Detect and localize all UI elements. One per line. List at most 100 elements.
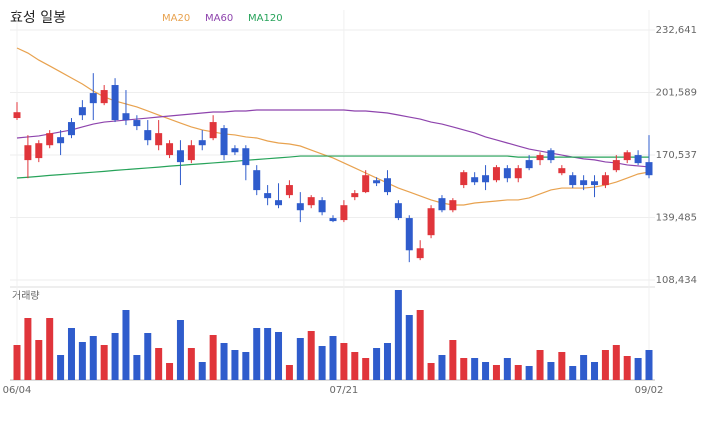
chart-title: 효성 일봉 xyxy=(10,10,66,26)
candle-body xyxy=(351,193,359,198)
volume-bar xyxy=(67,328,75,380)
volume-bar xyxy=(460,358,468,380)
candle-body xyxy=(176,150,184,163)
volume-bar xyxy=(187,348,195,380)
volume-bar xyxy=(471,358,479,380)
volume-bar xyxy=(405,315,413,380)
ma-line xyxy=(16,47,650,206)
candle-body xyxy=(296,203,304,211)
candle-body xyxy=(558,168,566,174)
candle-body xyxy=(187,145,195,161)
volume-bar xyxy=(144,333,152,380)
volume-bar xyxy=(89,336,97,380)
y-tick-label: 201,589 xyxy=(656,88,697,99)
candle-body xyxy=(383,178,391,193)
candle-body xyxy=(35,143,43,159)
y-tick-label: 108,434 xyxy=(656,275,697,286)
candle-body xyxy=(46,133,54,146)
candle-body xyxy=(492,167,500,181)
volume-bar xyxy=(536,350,544,380)
volume-bar xyxy=(492,365,500,380)
volume-bar xyxy=(264,328,272,380)
ma-line xyxy=(16,109,650,168)
candle-body xyxy=(318,200,326,213)
volume-bar xyxy=(427,363,435,380)
candle-body xyxy=(13,112,21,119)
candle-body xyxy=(253,170,261,191)
candle-body xyxy=(307,197,315,206)
candle-body xyxy=(427,208,435,236)
volume-bar xyxy=(525,366,533,380)
volume-bar xyxy=(558,352,566,380)
candle-body xyxy=(242,148,250,166)
volume-bar xyxy=(438,355,446,380)
candle-body xyxy=(460,172,468,186)
volume-bar xyxy=(449,340,457,380)
volume-bar xyxy=(275,332,283,380)
candle-body xyxy=(362,175,370,193)
candle-body xyxy=(67,122,75,136)
volume-bar xyxy=(231,350,239,380)
candle-body xyxy=(231,148,239,153)
candle-body xyxy=(275,200,283,206)
volume-bar xyxy=(133,355,141,380)
volume-bar xyxy=(13,345,21,380)
legend-label: MA60 xyxy=(205,13,233,24)
candle-body xyxy=(340,205,348,221)
volume-bar xyxy=(601,350,609,380)
volume-bar xyxy=(198,362,206,380)
candle-body xyxy=(329,218,337,222)
volume-bar xyxy=(569,366,577,380)
candle-body xyxy=(100,90,108,104)
candle-body xyxy=(547,150,555,161)
candle-body xyxy=(634,155,642,164)
x-tick-label: 09/02 xyxy=(635,385,664,396)
volume-bar xyxy=(329,336,337,380)
candle-body xyxy=(601,175,609,186)
volume-bar xyxy=(46,318,54,380)
volume-bar xyxy=(514,365,522,380)
candle-body xyxy=(285,185,293,196)
candle-body xyxy=(405,218,413,251)
candle-body xyxy=(471,177,479,183)
volume-bar xyxy=(580,355,588,380)
candle-body xyxy=(198,140,206,146)
y-tick-label: 139,485 xyxy=(656,213,697,224)
y-tick-label: 170,537 xyxy=(656,150,697,161)
candle-body xyxy=(122,113,130,121)
y-tick-label: 232,641 xyxy=(656,25,697,36)
volume-bar xyxy=(111,333,119,380)
volume-bar xyxy=(645,350,653,380)
candle-body xyxy=(536,155,544,161)
volume-bar xyxy=(318,346,326,380)
volume-bar xyxy=(242,352,250,380)
volume-bar xyxy=(35,340,43,380)
candle-body xyxy=(623,152,631,161)
volume-bar xyxy=(122,310,130,380)
volume-bar xyxy=(503,358,511,380)
volume-bar xyxy=(547,362,555,380)
volume-bar xyxy=(220,343,228,380)
candle-body xyxy=(449,200,457,211)
volume-bar xyxy=(176,320,184,380)
candle-body xyxy=(220,128,228,156)
candle-body xyxy=(57,137,65,144)
volume-bar xyxy=(155,348,163,380)
candle-body xyxy=(89,93,97,104)
x-tick-label: 06/04 xyxy=(3,385,32,396)
volume-bar xyxy=(394,290,402,380)
volume-bar xyxy=(634,358,642,380)
legend-label: MA20 xyxy=(162,13,190,24)
x-tick-label: 07/21 xyxy=(329,385,358,396)
candle-body xyxy=(133,120,141,127)
candle-body xyxy=(580,180,588,186)
candle-body xyxy=(591,181,599,186)
volume-bar xyxy=(591,362,599,380)
candle-body xyxy=(24,145,32,161)
volume-bar xyxy=(24,318,32,380)
candle-body xyxy=(612,160,620,171)
volume-bar xyxy=(383,343,391,380)
candle-body xyxy=(416,248,424,259)
